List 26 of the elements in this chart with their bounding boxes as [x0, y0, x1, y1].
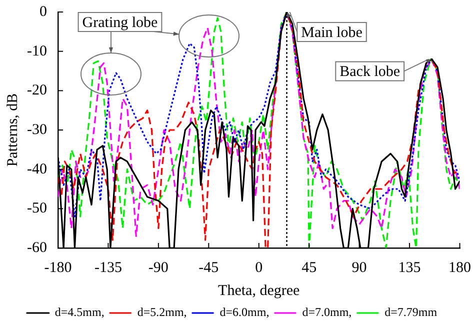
y-tick-label: -40: [26, 161, 47, 178]
y-tick-label: -60: [26, 240, 47, 256]
x-tick-label: -135: [94, 260, 122, 276]
legend-label: d=4.5mm,: [54, 305, 104, 320]
legend-label: d=5.2mm,: [137, 305, 187, 320]
x-tick-label: -90: [148, 260, 168, 276]
legend-label: d=6.0mm,: [220, 305, 270, 320]
x-tick-label: 90: [352, 260, 367, 276]
y-axis-title: Patterns, dB: [4, 93, 21, 167]
legend-label: d=7.79mm: [384, 305, 438, 320]
annotation: Main lobe: [301, 24, 363, 41]
x-tick-label: 180: [448, 260, 471, 276]
x-axis-title: Theta, degree: [218, 282, 300, 299]
x-tick-label: 45: [302, 260, 317, 276]
legend-label: d=7.0mm,: [302, 305, 352, 320]
x-tick-label: -45: [198, 260, 219, 276]
x-tick-label: 0: [255, 260, 263, 276]
x-tick-label: 135: [398, 260, 421, 276]
y-tick-label: -10: [26, 43, 47, 60]
y-tick-label: -20: [26, 82, 47, 99]
y-tick-label: -50: [26, 200, 47, 217]
y-tick-label: -30: [26, 122, 47, 138]
annotation: Back lobe: [340, 64, 400, 80]
x-tick-label: -180: [44, 260, 72, 276]
annotation: Grating lobe: [82, 14, 158, 31]
y-tick-label: 0: [39, 4, 47, 20]
